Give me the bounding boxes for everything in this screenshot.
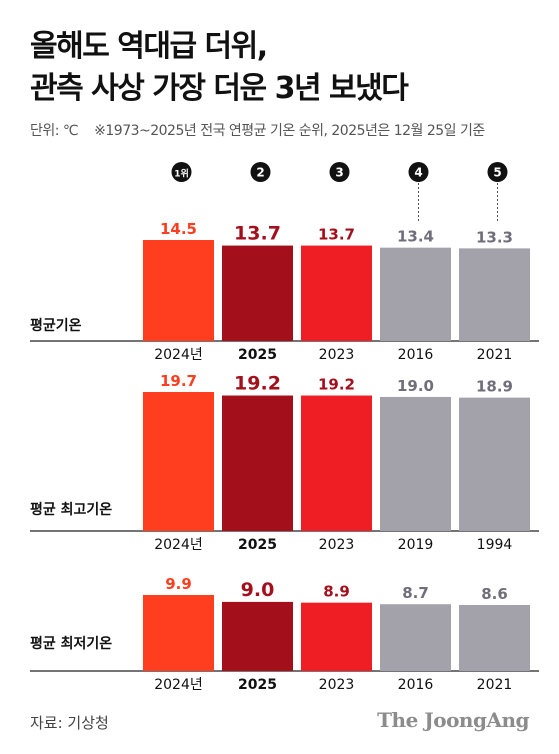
category-label-1-3: 2023 xyxy=(319,347,355,363)
value-label-3-4: 8.7 xyxy=(402,584,429,602)
value-label-2-3: 19.2 xyxy=(318,376,355,394)
rank-3-marker xyxy=(329,162,350,182)
bar-1-3 xyxy=(301,245,372,341)
bar-2-2 xyxy=(222,395,293,531)
value-label-3-2: 9.0 xyxy=(241,579,275,601)
title-line-1: 올해도 역대급 더위, xyxy=(30,29,268,64)
bar-3-1 xyxy=(143,595,214,671)
value-label-3-5: 8.6 xyxy=(481,585,508,603)
bar-3-5 xyxy=(459,604,530,671)
bar-2-4 xyxy=(380,396,451,531)
bar-3-2 xyxy=(222,601,293,671)
bar-1-2 xyxy=(222,245,293,341)
category-label-2-3: 2023 xyxy=(319,537,355,553)
rank-1-marker xyxy=(171,162,192,182)
bar-3-4 xyxy=(380,604,451,671)
rank-4-marker xyxy=(408,162,429,182)
rank-4-label: 4 xyxy=(414,166,422,180)
category-label-1-4: 2016 xyxy=(398,347,434,363)
value-label-1-3: 13.7 xyxy=(318,226,355,244)
rank-1-label: 1위 xyxy=(174,168,189,180)
category-label-3-2: 2025 xyxy=(238,677,277,693)
unit-label: 단위: ℃ xyxy=(30,123,79,139)
subtitle: 단위: ℃ ※1973~2025년 전국 연평균 기온 순위, 2025년은 12… xyxy=(30,120,485,140)
value-label-1-4: 13.4 xyxy=(397,228,434,246)
rank-5-marker xyxy=(487,162,508,182)
bar-1-4 xyxy=(380,247,451,341)
category-label-1-2: 2025 xyxy=(238,347,277,363)
rank-2-marker xyxy=(250,162,271,182)
category-label-3-4: 2016 xyxy=(398,677,434,693)
category-label-1-5: 2021 xyxy=(477,347,513,363)
panel-1-title: 평균기온 xyxy=(30,317,82,334)
value-label-2-4: 19.0 xyxy=(397,377,434,395)
category-label-3-5: 2021 xyxy=(477,677,513,693)
chart-title: 올해도 역대급 더위, 관측 사상 가장 더운 3년 보냈다 xyxy=(30,26,409,110)
value-label-2-2: 19.2 xyxy=(234,373,281,395)
rank-3-label: 3 xyxy=(335,166,343,180)
ranking-note: ※1973~2025년 전국 연평균 기온 순위, 2025년은 12월 25일… xyxy=(94,123,485,139)
value-label-1-1: 14.5 xyxy=(160,220,197,238)
category-label-2-1: 2024년 xyxy=(154,537,203,553)
category-label-3-3: 2023 xyxy=(319,677,355,693)
publisher-logo: The JoongAng xyxy=(377,708,529,732)
rank-2-label: 2 xyxy=(256,166,264,180)
category-label-2-5: 1994 xyxy=(477,537,513,553)
value-label-1-2: 13.7 xyxy=(234,223,281,245)
bar-1-5 xyxy=(459,248,530,341)
title-line-2: 관측 사상 가장 더운 3년 보냈다 xyxy=(30,71,409,106)
value-label-1-5: 13.3 xyxy=(476,228,513,246)
value-label-3-3: 8.9 xyxy=(323,583,350,601)
value-label-3-1: 9.9 xyxy=(165,575,192,593)
value-label-2-1: 19.7 xyxy=(160,372,197,390)
category-label-2-2: 2025 xyxy=(238,537,277,553)
bar-3-3 xyxy=(301,602,372,671)
bar-2-1 xyxy=(143,392,214,531)
value-label-2-5: 18.9 xyxy=(476,378,513,396)
category-label-3-1: 2024년 xyxy=(154,677,203,693)
panel-3-title: 평균 최저기온 xyxy=(30,635,112,652)
panel-2-title: 평균 최고기온 xyxy=(30,501,112,518)
bar-2-3 xyxy=(301,395,372,531)
rank-5-label: 5 xyxy=(493,166,501,180)
category-label-2-4: 2019 xyxy=(398,537,434,553)
category-label-1-1: 2024년 xyxy=(154,347,203,363)
bar-2-5 xyxy=(459,397,530,531)
source-label: 자료: 기상청 xyxy=(30,714,109,732)
bar-1-1 xyxy=(143,240,214,341)
